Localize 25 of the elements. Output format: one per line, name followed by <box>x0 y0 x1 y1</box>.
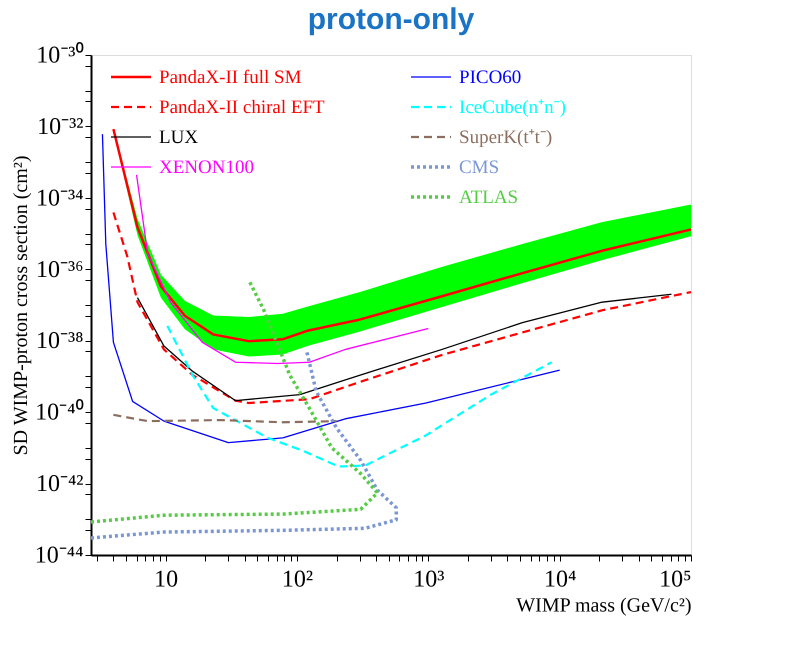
y-tick-label: 10⁻³⁸ <box>36 328 84 354</box>
x-tick-label: 10⁴ <box>544 566 576 592</box>
chart-title: proton-only <box>308 3 475 36</box>
y-axis-title: SD WIMP-proton cross section (cm²) <box>10 155 32 456</box>
y-tick-label: 10⁻³⁰ <box>36 42 84 68</box>
legend-label: IceCube(n⁺n⁻) <box>459 97 566 118</box>
x-tick-label: 10² <box>282 566 314 592</box>
y-tick-label: 10⁻³⁶ <box>36 256 84 283</box>
y-tick-label: 10⁻³² <box>37 114 84 140</box>
x-tick-label: 10³ <box>413 566 444 592</box>
legend-label: LUX <box>159 127 198 148</box>
legend-label: PandaX-II full SM <box>159 67 302 88</box>
legend-label: PandaX-II chiral EFT <box>159 97 326 118</box>
x-tick-label: 10⁵ <box>659 566 692 592</box>
x-axis-title: WIMP mass (GeV/c²) <box>516 594 692 616</box>
y-tick-label: 10⁻³⁴ <box>36 185 84 212</box>
legend-label: SuperK(t⁺t⁻) <box>459 127 552 148</box>
x-tick-label: 10 <box>154 566 178 592</box>
y-tick-label: 10⁻⁴⁴ <box>34 542 84 568</box>
legend-label: ATLAS <box>459 187 518 208</box>
y-tick-label: 10⁻⁴² <box>36 471 84 498</box>
legend-label: XENON100 <box>159 157 254 178</box>
legend-label: CMS <box>459 157 500 178</box>
y-tick-label: 10⁻⁴⁰ <box>35 398 84 426</box>
legend-label: PICO60 <box>459 67 522 88</box>
